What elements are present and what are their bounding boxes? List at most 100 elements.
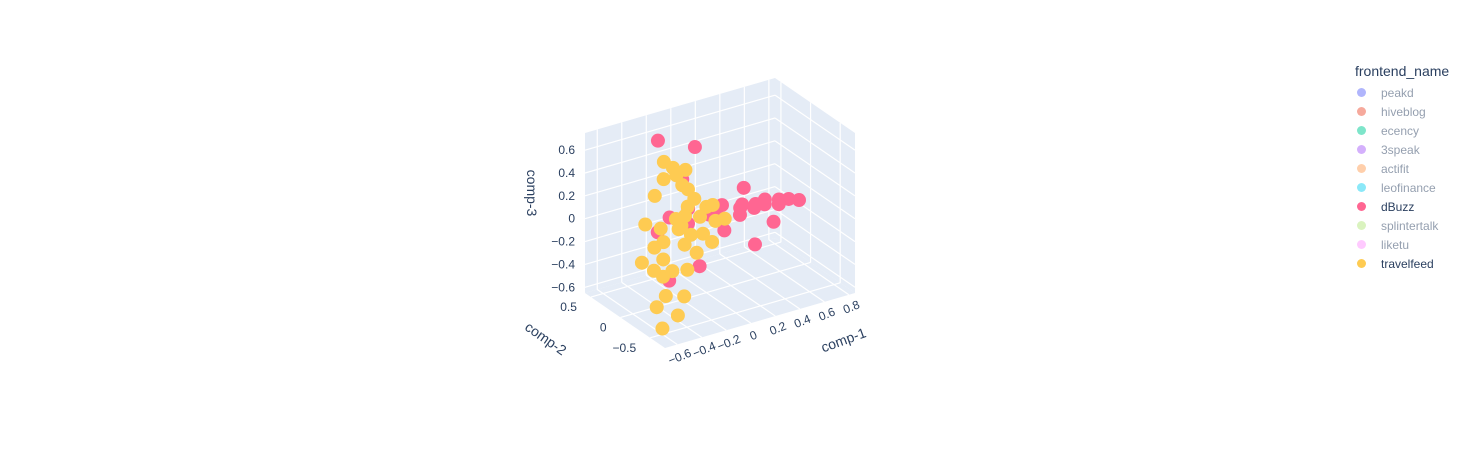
legend-item-travelfeed[interactable]: travelfeed [1355,254,1449,273]
point-dBuzz[interactable] [732,207,747,222]
point-travelfeed[interactable] [653,221,668,236]
point-dBuzz[interactable] [747,237,762,252]
x-tick-label: −0.4 [691,339,719,361]
z-tick-label: 0.2 [558,189,575,203]
point-dBuzz[interactable] [766,214,781,229]
point-travelfeed[interactable] [647,188,662,203]
legend-title: frontend_name [1355,63,1450,79]
grid-line-x [768,239,850,296]
point-travelfeed[interactable] [670,308,685,323]
point-travelfeed[interactable] [656,252,671,267]
point-travelfeed[interactable] [669,168,684,183]
legend-item-3speak[interactable]: 3speak [1355,140,1449,159]
z-tick-label: 0.6 [558,143,575,157]
z-axis-title: comp-3 [524,170,540,217]
point-travelfeed[interactable] [668,212,683,227]
grid-line-z [774,163,856,220]
legend-marker [1357,107,1366,116]
point-dBuzz[interactable] [747,200,762,215]
grid-line-z [774,94,856,151]
point-travelfeed[interactable] [646,263,661,278]
point-travelfeed[interactable] [677,237,692,252]
grid-lines [584,79,856,345]
legend-marker [1357,126,1366,135]
x-tick-label: −0.6 [666,346,694,368]
x-tick-label: 0.6 [816,304,837,323]
axis-tick-labels: −0.6−0.4−0.2 0 0.2 0.4 0.6 0.8−0.500.5−0.6−0.… [551,143,862,368]
grid-line-z [774,231,856,288]
grid-line-z [584,94,776,151]
z-tick-label: 0 [568,212,575,226]
point-dBuzz[interactable] [736,180,751,195]
point-travelfeed[interactable] [634,255,649,270]
grid-line-z [584,117,776,174]
point-travelfeed[interactable] [705,234,720,249]
legend-item-liketu[interactable]: liketu [1355,235,1449,254]
legend-marker [1357,88,1366,97]
legend: frontend_name peakd hiveblog ecency 3speak a… [1355,63,1449,273]
point-travelfeed[interactable] [665,264,680,279]
point-travelfeed[interactable] [680,262,695,277]
point-travelfeed[interactable] [695,226,710,241]
legend-label: actifit [1381,161,1410,176]
point-travelfeed[interactable] [658,289,673,304]
point-travelfeed[interactable] [655,321,670,336]
legend-label: travelfeed [1381,256,1434,271]
x-tick-label: 0.8 [841,297,862,316]
grid-line-x [694,260,776,317]
x-axis-title: comp-1 [819,324,869,355]
legend-item-dbuzz[interactable]: dBuzz [1355,197,1449,216]
legend-label: dBuzz [1381,199,1415,214]
grid-line-z [584,231,776,288]
legend-item-peakd[interactable]: peakd [1355,83,1449,102]
point-dBuzz[interactable] [771,197,786,212]
legend-item-splintertalk[interactable]: splintertalk [1355,216,1449,235]
legend-item-hiveblog[interactable]: hiveblog [1355,102,1449,121]
point-travelfeed[interactable] [647,240,662,255]
grid-line-x [670,267,752,324]
legend-marker [1357,240,1366,249]
grid-line-z [774,117,856,174]
legend-item-ecency[interactable]: ecency [1355,121,1449,140]
point-travelfeed[interactable] [677,289,692,304]
point-dBuzz[interactable] [687,140,702,155]
legend-item-actifit[interactable]: actifit [1355,159,1449,178]
x-tick-label: 0 [748,328,760,344]
point-travelfeed[interactable] [693,209,708,224]
legend-label: 3speak [1381,142,1420,157]
grid-line-y [650,282,841,339]
y-axis-title: comp-2 [522,318,570,358]
legend-label: splintertalk [1381,218,1439,233]
x-tick-label: −0.2 [715,332,743,354]
point-travelfeed[interactable] [649,300,664,315]
point-travelfeed[interactable] [656,172,671,187]
grid-line-z [774,208,856,265]
legend-marker [1357,259,1366,268]
y-tick-label: −0.5 [612,341,636,355]
point-travelfeed[interactable] [683,227,698,242]
x-tick-label: 0.4 [792,312,813,331]
x-tick-label: 0.2 [767,319,788,338]
point-travelfeed[interactable] [687,191,702,206]
point-dBuzz[interactable] [717,223,732,238]
floor-pane [585,238,855,348]
z-tick-label: −0.4 [551,257,575,271]
y-tick-label: 0.5 [560,300,577,314]
y-tick-label: 0 [600,320,607,334]
point-travelfeed[interactable] [717,211,732,226]
point-travelfeed[interactable] [638,217,653,232]
grid-line-x [719,253,801,310]
point-dBuzz[interactable] [792,193,807,208]
z-tick-label: −0.2 [551,235,575,249]
point-dBuzz[interactable] [650,133,665,148]
legend-label: leofinance [1381,180,1436,195]
grid-line-x [744,246,825,303]
point-travelfeed[interactable] [705,197,720,212]
point-dBuzz[interactable] [692,259,707,274]
legend-marker [1357,145,1366,154]
legend-label: liketu [1381,237,1410,252]
data-points[interactable] [634,133,807,336]
point-travelfeed[interactable] [689,245,704,260]
legend-item-leofinance[interactable]: leofinance [1355,178,1449,197]
